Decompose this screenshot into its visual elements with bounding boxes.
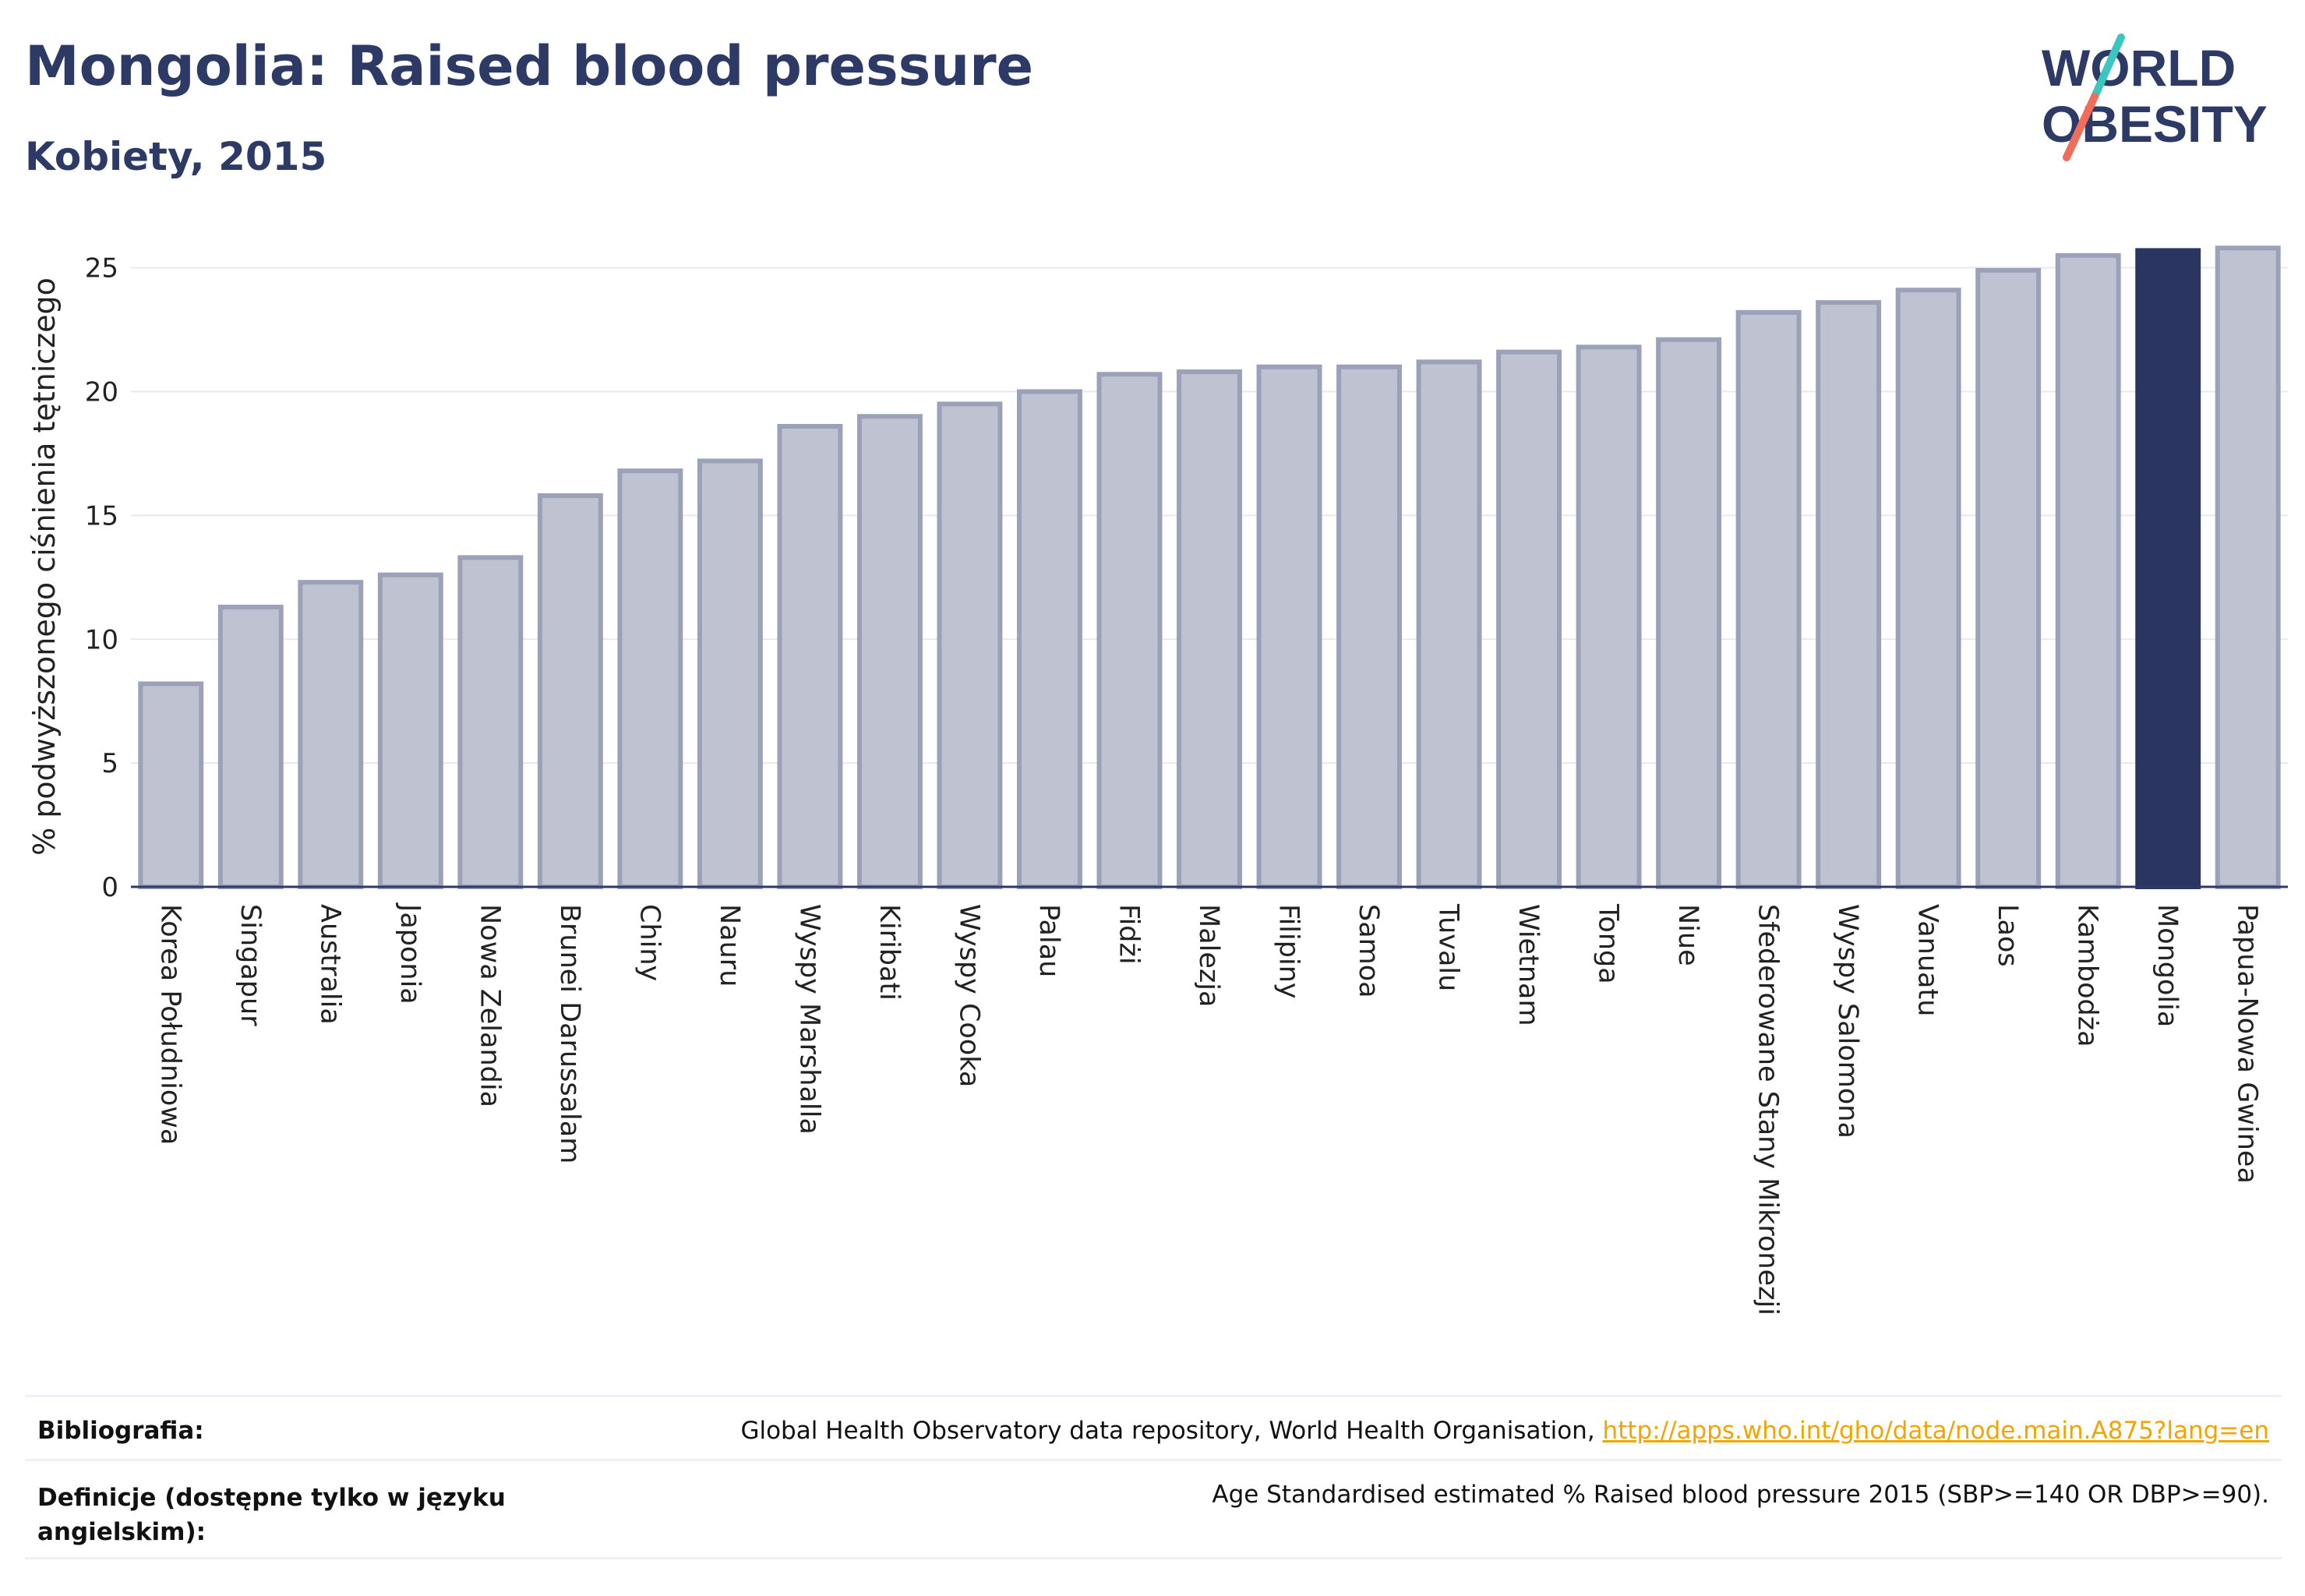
y-tick-label: 10 [85,624,118,655]
x-tick-label: Korea Południowa [154,904,185,1145]
bar [2055,252,2121,890]
x-tick-label: Palau [1033,904,1064,977]
x-tick-label: Laos [1992,904,2023,967]
logo-line1: WORLD [2042,39,2236,97]
footer-divider-top [25,1395,2282,1397]
bar [1177,369,1242,889]
bar [1816,300,1882,890]
x-tick-label: Brunei Darussalam [554,904,585,1163]
footer-divider-bottom [25,1557,2282,1559]
x-tick-label: Kiribati [874,904,905,1001]
chart-subtitle: Kobiety, 2015 [25,134,327,179]
bar [1096,372,1163,889]
x-tick-label: Japonia [394,902,425,1005]
bibliography-label: Bibliografia: [37,1417,204,1445]
chart-title: Mongolia: Raised blood pressure [25,34,1034,98]
y-tick-label: 20 [85,377,118,408]
bar-chart: 0 5 10 15 20 25 % podwyższonego ciśnienia tętn… [27,245,2288,1315]
bar [1017,389,1082,889]
bar [1975,267,2042,890]
logo-slash-bottom [2063,93,2099,161]
y-tick-label: 5 [101,748,118,779]
y-axis-label: % podwyższonego ciśnienia tętniczego [27,277,62,856]
x-tick-label: Mongolia [2151,904,2183,1027]
x-tick-label: Singapur [235,904,266,1026]
definitions-label: Definicje (dostępne tylko w języku angiel… [37,1481,506,1549]
bibliography-link[interactable]: http://apps.who.int/gho/data/node.main.A… [1602,1417,2269,1445]
bar [1735,309,1802,889]
definitions-label-line1: Definicje (dostępne tylko w języku [37,1484,506,1512]
bar [2215,245,2281,889]
bar [697,458,763,889]
y-tick-label: 25 [85,253,118,284]
bar [617,468,683,889]
x-tick-label: Kambodża [2072,904,2103,1047]
bar [298,580,364,889]
bar [1416,359,1482,889]
footer-divider-middle [25,1459,2282,1461]
x-tick-label: Wyspy Cooka [953,904,984,1087]
x-tick-label: Samoa [1353,904,1384,998]
x-tick-label: Filipiny [1273,904,1304,999]
x-tick-label: Nowa Zelandia [474,904,505,1107]
x-tick-label: Tonga [1593,903,1624,984]
bar [2135,248,2201,889]
bar [777,424,843,889]
x-tick-label: Chiny [634,904,665,981]
bar [1576,344,1642,889]
definitions-value: Age Standardised estimated % Raised bloo… [1212,1481,2269,1509]
bar [1496,349,1562,889]
world-obesity-logo: WORLD OBESITY [2042,34,2268,161]
bar [457,555,524,889]
bar [1656,337,1722,889]
x-tick-label: Niue [1672,904,1703,966]
logo-slash-top [2091,34,2125,101]
definitions-label-line2: angielskim): [37,1518,206,1546]
bar [1895,288,1961,889]
x-tick-label: Tuvalu [1433,903,1464,991]
x-tick-label: Vanuatu [1912,904,1943,1016]
x-tick-label: Malezja [1193,904,1224,1007]
x-tick-label: Wyspy Salomona [1832,904,1863,1139]
x-tick-label: Wyspy Marshalla [793,904,824,1135]
bar [1256,364,1322,890]
bar [937,401,1003,889]
bar [1336,364,1402,890]
x-tick-label: Australia [314,904,345,1025]
y-tick-label: 0 [101,872,118,903]
x-tick-label: Fidżi [1113,904,1144,965]
bar [138,681,204,889]
x-tick-label: Nauru [714,904,745,987]
bibliography-value: Global Health Observatory data repositor… [740,1417,2269,1445]
x-tick-label: Sfederowane Stany Mikronezji [1753,904,1784,1315]
bar [856,414,923,889]
y-tick-label: 15 [85,500,118,531]
bar [537,493,603,889]
bar [217,604,284,889]
x-tick-label: Wietnam [1513,904,1544,1026]
x-tick-label: Papua-Nowa Gwinea [2232,904,2263,1184]
bar [377,572,443,889]
bibliography-text: Global Health Observatory data repositor… [740,1417,1603,1445]
